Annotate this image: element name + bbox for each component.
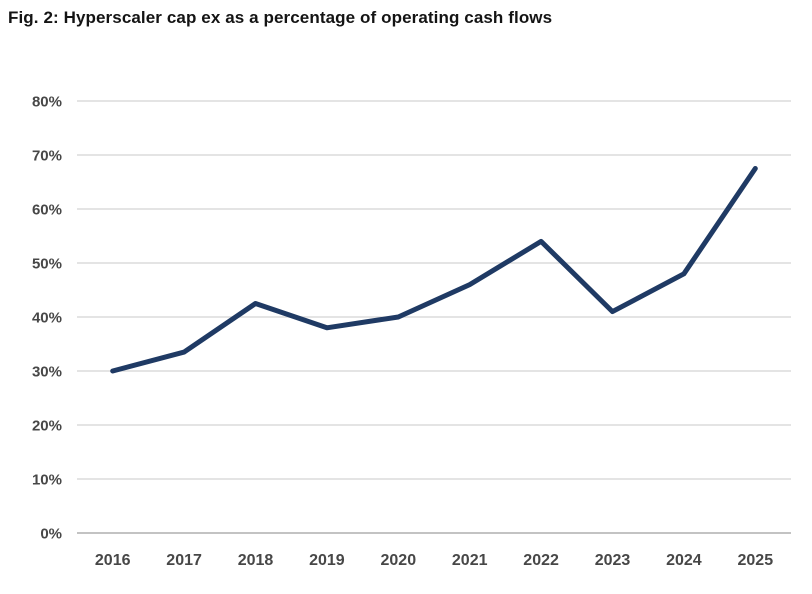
x-axis-tick-label: 2021 [452,552,488,569]
x-axis-tick-label: 2020 [381,552,417,569]
y-axis-tick-label: 50% [32,256,62,273]
x-axis-tick-label: 2025 [738,552,774,569]
data-series-line [110,166,758,374]
x-axis-tick-label: 2017 [166,552,202,569]
x-axis-tick-label: 2018 [238,552,274,569]
x-axis-tick-label: 2022 [523,552,559,569]
y-axis-tick-label: 60% [32,202,62,219]
chart-title: Fig. 2: Hyperscaler cap ex as a percenta… [8,8,553,27]
x-axis-tick-label: 2024 [666,552,702,569]
x-axis-tick-label: 2016 [95,552,131,569]
y-axis-tick-label: 70% [32,148,62,165]
y-axis-tick-label: 40% [32,310,62,327]
x-axis-tick-label: 2019 [309,552,345,569]
y-axis-tick-label: 0% [40,526,62,543]
y-axis-tick-label: 20% [32,418,62,435]
y-axis-tick-label: 80% [32,94,62,111]
x-axis-tick-label: 2023 [595,552,631,569]
y-axis-tick-label: 30% [32,364,62,381]
y-axis-tick-label: 10% [32,472,62,489]
